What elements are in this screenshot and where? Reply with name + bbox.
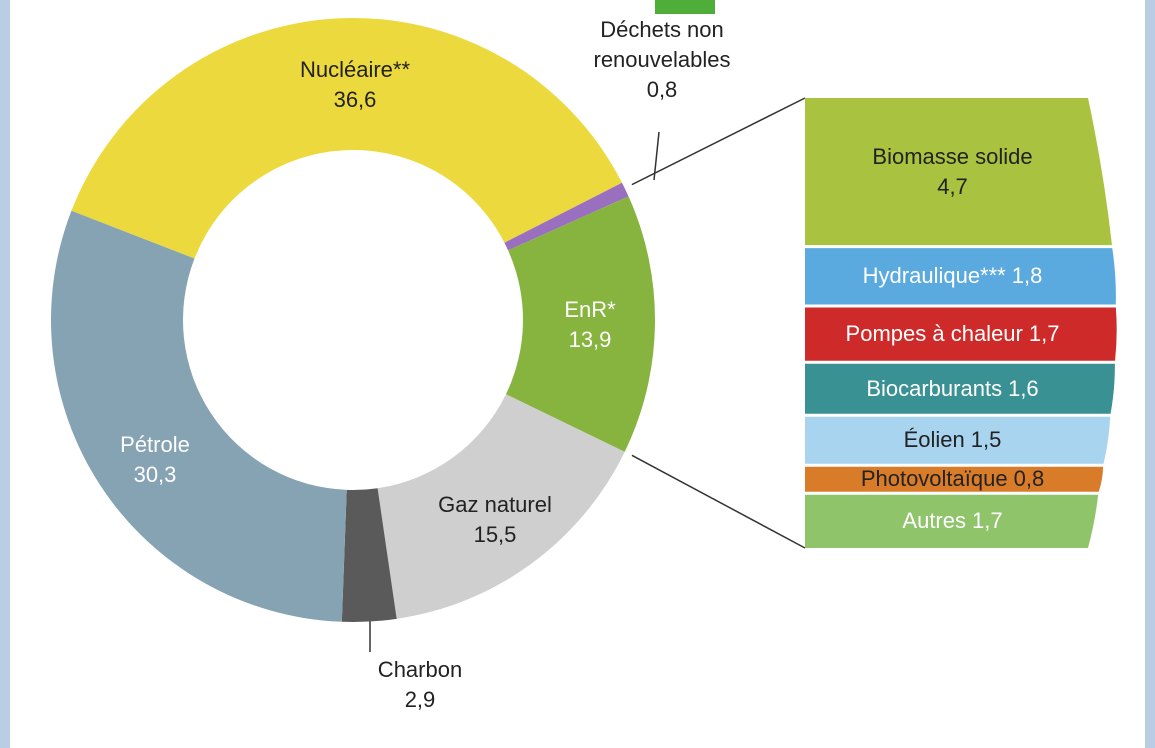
bar-segment: [805, 363, 1115, 414]
label-value: 1,5: [970, 427, 1002, 453]
label-name: Pompes à chaleur: [845, 321, 1023, 347]
bar-segment: [805, 416, 1111, 464]
bar-segment: [805, 98, 1112, 246]
tab: [655, 0, 715, 14]
donut-slice: [377, 394, 625, 619]
label-name: Autres: [902, 508, 966, 534]
label-value: 15,5: [473, 522, 517, 547]
slice-label: EnR* 13,9: [564, 295, 615, 355]
slice-label: Biocarburants 1,6: [866, 374, 1038, 404]
donut-slice: [71, 18, 622, 259]
label-name: Biomasse solide: [872, 143, 1033, 169]
label-name: Pétrole: [120, 432, 190, 457]
label-name: Éolien: [903, 427, 965, 453]
donut-slice: [505, 196, 655, 452]
label-value: 1,7: [972, 508, 1003, 534]
label-name: Gaz naturel: [438, 492, 552, 517]
slice-label: Déchets non renouvelables 0,8: [567, 15, 757, 105]
slice-label: Nucléaire** 36,6: [300, 55, 410, 115]
label-value: 0,8: [646, 77, 678, 102]
donut-slice: [341, 488, 397, 622]
bar-segment: [805, 494, 1099, 548]
bar-segment: [805, 248, 1116, 305]
label-value: 36,6: [333, 87, 377, 112]
label-value: 30,3: [133, 462, 177, 487]
donut-slice: [504, 182, 629, 251]
slice-label: Biomasse solide 4,7: [872, 142, 1032, 202]
slice-label: Gaz naturel 15,5: [438, 490, 552, 550]
slice-label: Charbon 2,9: [378, 655, 462, 715]
label-value: 2,9: [404, 687, 436, 712]
slice-label: Pétrole 30,3: [120, 430, 190, 490]
label-value: 0,8: [1013, 466, 1045, 492]
label-name: Charbon: [377, 657, 463, 682]
slice-label: Photovoltaïque 0,8: [861, 464, 1044, 494]
label-name: EnR*: [564, 297, 616, 322]
slice-label: Hydraulique*** 1,8: [863, 261, 1043, 291]
label-value: 13,9: [568, 327, 612, 352]
connector-line: [631, 454, 806, 549]
label-name: Hydraulique***: [862, 263, 1006, 289]
label-name: Déchets non renouvelables: [593, 17, 731, 72]
slice-label: Éolien 1,5: [904, 425, 1002, 455]
label-name: Nucléaire**: [299, 57, 411, 82]
label-name: Biocarburants: [866, 375, 1003, 401]
slice-label: Autres 1,7: [902, 506, 1002, 536]
label-value: 1,8: [1011, 263, 1043, 289]
slice-label: Pompes à chaleur 1,7: [846, 319, 1060, 349]
bar-segment: [805, 466, 1104, 492]
label-name: Photovoltaïque: [860, 466, 1008, 492]
donut-slice: [50, 210, 347, 622]
label-value: 4,7: [937, 173, 968, 199]
leader-line: [653, 131, 660, 181]
connector-line: [631, 97, 806, 186]
bar-segment: [805, 307, 1117, 361]
label-value: 1,7: [1028, 321, 1060, 347]
label-value: 1,6: [1008, 375, 1039, 401]
